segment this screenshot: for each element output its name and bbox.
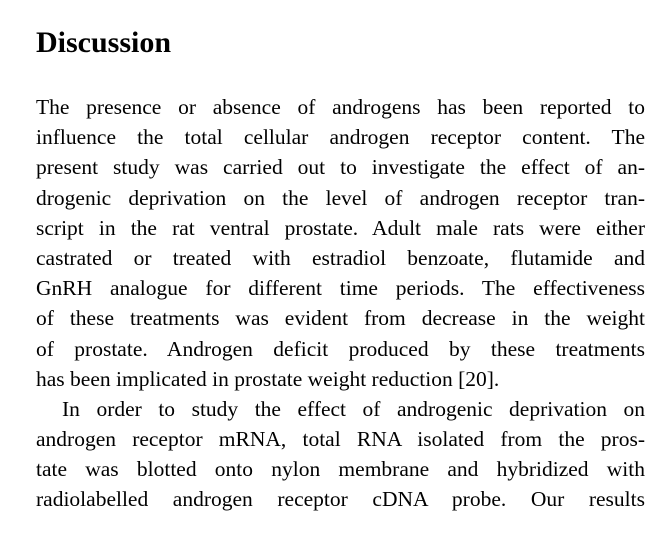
text-line: of prostate. Androgen deficit produced b… xyxy=(36,336,645,361)
text-line: tate was blotted onto nylon membrane and… xyxy=(36,457,645,482)
text-line: of these treatments was evident from dec… xyxy=(36,306,645,331)
text-line: castrated or treated with estradiol benz… xyxy=(36,245,645,270)
section-heading: Discussion xyxy=(36,26,172,59)
text-line: radiolabelled androgen receptor cDNA pro… xyxy=(36,487,645,512)
text-line: present study was carried out to investi… xyxy=(36,155,645,180)
paragraph-2: In order to study the effect of androgen… xyxy=(36,394,645,515)
text-line: drogenic deprivation on the level of and… xyxy=(36,185,645,210)
text-line: influence the total cellular androgen re… xyxy=(36,125,645,150)
text-line: The presence or absence of androgens has… xyxy=(36,95,645,119)
text-line: In order to study the effect of androgen… xyxy=(62,396,645,421)
text-line: has been implicated in prostate weight r… xyxy=(36,366,500,391)
text-line: androgen receptor mRNA, total RNA isolat… xyxy=(36,427,645,452)
text-line: script in the rat ventral prostate. Adul… xyxy=(36,215,645,240)
discussion-body: The presence or absence of androgens has… xyxy=(36,92,645,515)
text-line: GnRH analogue for different time periods… xyxy=(36,276,645,301)
paragraph-1: The presence or absence of androgens has… xyxy=(36,92,645,394)
